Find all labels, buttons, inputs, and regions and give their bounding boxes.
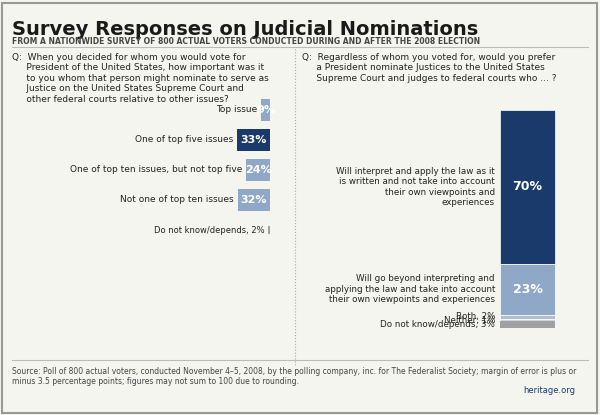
FancyBboxPatch shape — [246, 159, 270, 181]
Text: Neither, 1%: Neither, 1% — [443, 315, 495, 325]
Text: FROM A NATIONWIDE SURVEY OF 800 ACTUAL VOTERS CONDUCTED DURING AND AFTER THE 200: FROM A NATIONWIDE SURVEY OF 800 ACTUAL V… — [12, 37, 480, 46]
Text: Top issue: Top issue — [216, 105, 257, 115]
Text: Source: Poll of 800 actual voters, conducted November 4–5, 2008, by the polling : Source: Poll of 800 actual voters, condu… — [12, 367, 577, 386]
Text: One of top ten issues, but not top five: One of top ten issues, but not top five — [70, 166, 242, 174]
Text: Q:  When you decided for whom you would vote for
     President of the United St: Q: When you decided for whom you would v… — [12, 53, 269, 104]
Text: 23%: 23% — [512, 283, 542, 296]
FancyBboxPatch shape — [237, 129, 270, 151]
Text: 9%: 9% — [256, 105, 275, 115]
Text: 24%: 24% — [245, 165, 271, 175]
FancyBboxPatch shape — [500, 319, 555, 321]
FancyBboxPatch shape — [500, 321, 555, 328]
Text: 70%: 70% — [512, 181, 542, 193]
FancyBboxPatch shape — [268, 226, 270, 234]
FancyBboxPatch shape — [500, 315, 555, 319]
Text: Do not know/depends, 2%: Do not know/depends, 2% — [154, 225, 265, 234]
Text: Will go beyond interpreting and
applying the law and take into account
their own: Will go beyond interpreting and applying… — [325, 274, 495, 304]
FancyBboxPatch shape — [238, 189, 270, 211]
FancyBboxPatch shape — [261, 99, 270, 121]
Text: heritage.org: heritage.org — [523, 386, 575, 395]
Text: Will interpret and apply the law as it
is written and not take into account
thei: Will interpret and apply the law as it i… — [336, 167, 495, 207]
FancyBboxPatch shape — [500, 110, 555, 264]
Text: Both, 2%: Both, 2% — [455, 312, 495, 321]
Text: 32%: 32% — [241, 195, 267, 205]
Text: Not one of top ten issues: Not one of top ten issues — [121, 195, 234, 205]
Text: Do not know/depends, 3%: Do not know/depends, 3% — [380, 320, 495, 329]
FancyBboxPatch shape — [500, 264, 555, 315]
Text: Survey Responses on Judicial Nominations: Survey Responses on Judicial Nominations — [12, 20, 478, 39]
Text: One of top five issues: One of top five issues — [135, 136, 233, 144]
Text: Q:  Regardless of whom you voted for, would you prefer
     a President nominate: Q: Regardless of whom you voted for, wou… — [302, 53, 557, 83]
Text: 33%: 33% — [241, 135, 266, 145]
